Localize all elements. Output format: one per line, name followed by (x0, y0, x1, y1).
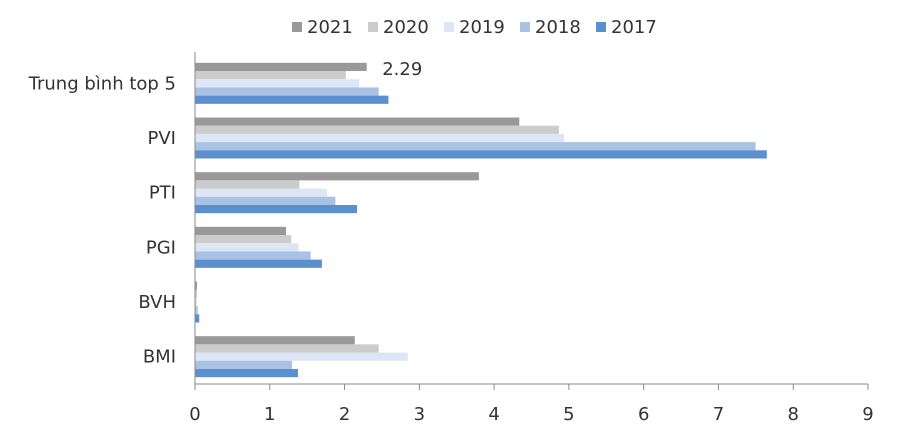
bar-pvi-2017 (195, 150, 767, 159)
bar-pti-2020 (195, 180, 300, 189)
bar-pvi-2019 (195, 133, 565, 143)
x-tick-label: 0 (189, 404, 200, 425)
legend-swatch-2018 (520, 22, 530, 32)
bar-bmi-2019 (195, 352, 408, 361)
bar-pgi-2020 (195, 235, 292, 244)
bar-pvi-2018 (195, 142, 756, 151)
legend-label-2019: 2019 (459, 17, 505, 38)
bar-bmi-2017 (195, 368, 298, 378)
axes: 0 1 2 3 4 5 6 7 8 9 (189, 52, 874, 425)
bars-group (195, 62, 767, 378)
bar-trung-b-nh-top-5-2018 (195, 87, 379, 96)
annotations: 2.29 (382, 59, 422, 80)
bar-pgi-2019 (195, 243, 299, 252)
bar-trung-b-nh-top-5-2021 (195, 62, 367, 72)
bar-bmi-2020 (195, 344, 379, 353)
bar-pgi-2021 (195, 226, 286, 236)
legend-label-2020: 2020 (383, 17, 429, 38)
legend-swatch-2020 (368, 22, 378, 32)
category-label: PTI (149, 183, 176, 204)
bar-trung-b-nh-top-5-2019 (195, 79, 360, 88)
legend-label-2018: 2018 (535, 17, 581, 38)
x-tick-label: 4 (488, 404, 499, 425)
bar-bmi-2021 (195, 336, 355, 345)
x-tick-label: 6 (638, 404, 649, 425)
bar-pti-2019 (195, 188, 328, 197)
bar-pti-2017 (195, 204, 358, 214)
x-tick-label: 1 (264, 404, 275, 425)
bar-trung-b-nh-top-5-2017 (195, 95, 389, 104)
x-tick-label: 7 (713, 404, 724, 425)
bar-bvh-2021 (195, 281, 197, 290)
x-tick-label: 2 (339, 404, 350, 425)
category-label: PVI (148, 128, 176, 149)
bar-pvi-2020 (195, 125, 559, 134)
bar-bmi-2018 (195, 360, 292, 369)
bar-pvi-2021 (195, 117, 520, 126)
bar-bvh-2020 (195, 289, 197, 298)
legend-label-2021: 2021 (307, 17, 353, 38)
bar-pti-2021 (195, 172, 479, 181)
bar-pgi-2017 (195, 259, 322, 268)
legend: 2021 2020 2019 2018 2017 (292, 17, 657, 38)
bar-pgi-2018 (195, 251, 311, 260)
x-tick-label: 9 (862, 404, 873, 425)
category-label: Trung bình top 5 (28, 73, 176, 94)
data-label: 2.29 (382, 59, 422, 80)
legend-swatch-2021 (292, 22, 302, 32)
category-label: BMI (143, 347, 176, 368)
bar-bvh-2018 (195, 306, 198, 315)
category-label: PGI (146, 237, 176, 258)
category-labels: Trung bình top 5 PVI PTI PGI BVH BMI (28, 73, 176, 367)
category-label: BVH (138, 292, 176, 313)
legend-label-2017: 2017 (611, 17, 657, 38)
x-tick-label: 5 (563, 404, 574, 425)
x-tick-label: 8 (787, 404, 798, 425)
bar-bvh-2017 (195, 314, 200, 323)
legend-swatch-2017 (596, 22, 606, 32)
bar-trung-b-nh-top-5-2020 (195, 71, 346, 80)
legend-swatch-2019 (444, 22, 454, 32)
x-tick-label: 3 (414, 404, 425, 425)
bar-pti-2018 (195, 196, 336, 205)
bar-bvh-2019 (195, 297, 197, 307)
